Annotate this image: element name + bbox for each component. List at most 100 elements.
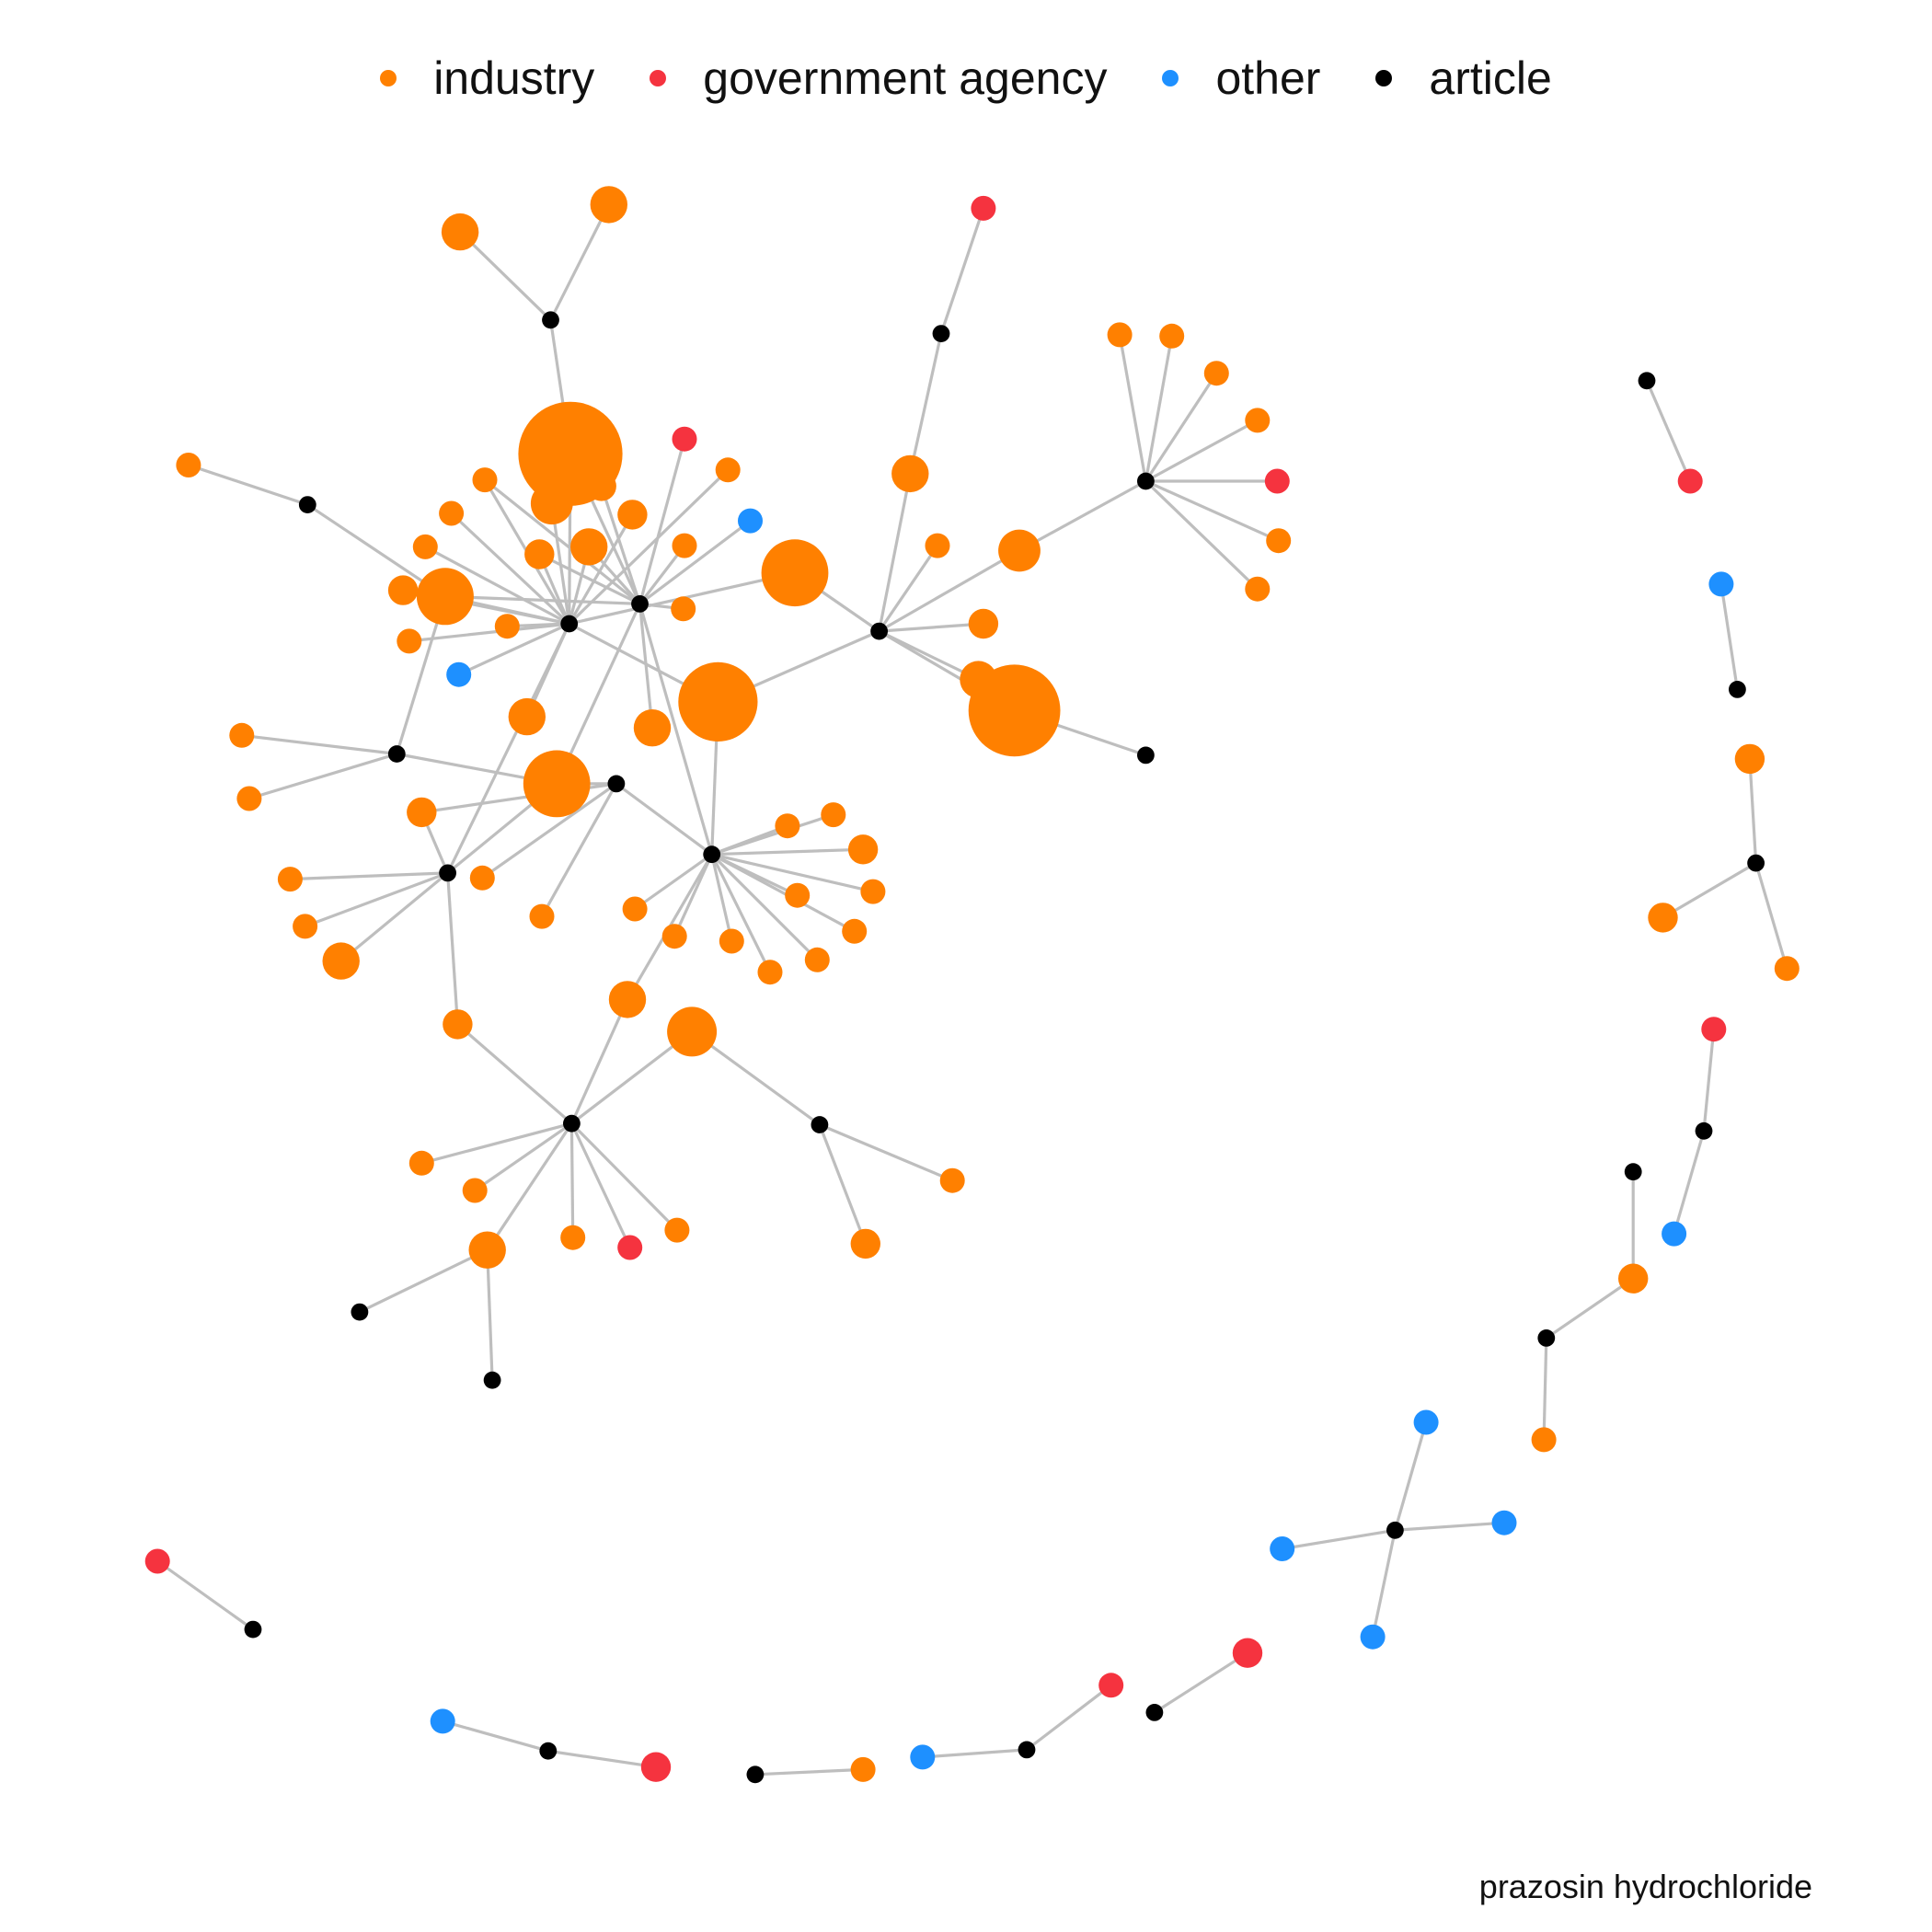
industry-node	[1245, 408, 1271, 433]
industry-node	[387, 575, 419, 605]
article-node	[746, 1765, 765, 1784]
industry-node	[1203, 361, 1229, 386]
industry-node	[617, 500, 648, 530]
graph-edge	[538, 553, 641, 605]
industry-node	[560, 1225, 586, 1250]
graph-edge	[879, 622, 984, 633]
graph-edge	[711, 847, 864, 857]
legend-item-other: other	[1162, 52, 1320, 105]
graph-edge	[458, 230, 552, 321]
article-node	[387, 745, 406, 763]
graph-edge	[1662, 861, 1757, 919]
article-node	[932, 325, 950, 342]
industry-node	[775, 813, 800, 839]
industry-node	[939, 1167, 965, 1193]
industry-node	[472, 467, 498, 493]
industry-node	[407, 797, 437, 828]
industry-node	[925, 533, 950, 558]
industry-node	[524, 539, 555, 569]
article-node	[483, 1371, 501, 1389]
graph-edge	[305, 871, 449, 928]
industry-dot-icon	[380, 70, 397, 86]
legend-label-industry: industry	[433, 52, 595, 104]
government-agency-node	[971, 195, 996, 221]
other-dot-icon	[1162, 70, 1179, 86]
graph-edge	[549, 203, 611, 321]
legend-label-other: other	[1215, 52, 1321, 104]
industry-node	[439, 500, 465, 526]
industry-node	[860, 879, 886, 904]
graph-nodes	[144, 186, 1800, 1784]
graph-edge	[1018, 479, 1147, 552]
industry-node	[671, 596, 696, 622]
other-node	[430, 1708, 455, 1734]
government-agency-node	[1232, 1638, 1263, 1668]
graph-edge	[1719, 583, 1739, 690]
graph-edge	[450, 512, 570, 626]
industry-node	[462, 1178, 488, 1203]
graph-edge	[486, 1122, 573, 1251]
industry-node	[633, 709, 672, 747]
graph-edge	[1118, 334, 1147, 482]
article-node	[542, 311, 559, 329]
graph-edge	[156, 1559, 254, 1631]
graph-caption: prazosin hydrochloride	[1478, 1868, 1812, 1905]
industry-node	[891, 454, 929, 493]
industry-node	[719, 928, 744, 954]
graph-edge	[710, 853, 772, 973]
industry-node	[590, 186, 627, 224]
article-node	[560, 615, 579, 633]
government-agency-node	[1098, 1673, 1124, 1698]
graph-edge	[638, 519, 752, 605]
article-node	[703, 845, 721, 864]
article-node	[1386, 1521, 1404, 1539]
industry-node	[570, 528, 608, 566]
government-agency-node	[1264, 468, 1290, 494]
article-node	[539, 1742, 558, 1760]
other-node	[910, 1744, 936, 1770]
article-node	[1747, 854, 1765, 872]
article-node	[811, 1116, 829, 1133]
graph-edge	[408, 622, 569, 643]
graph-edge	[424, 545, 570, 626]
graph-edge	[1144, 479, 1259, 591]
graph-edge	[634, 853, 713, 911]
other-node	[1360, 1624, 1386, 1650]
graph-edge	[481, 782, 617, 880]
graph-edge	[878, 549, 1020, 633]
article-node	[1018, 1741, 1036, 1759]
industry-node	[850, 1756, 876, 1782]
graph-edge	[878, 473, 912, 632]
article-node	[870, 622, 888, 640]
graph-edge	[1542, 1338, 1548, 1440]
graph-edge	[458, 622, 570, 676]
graph-edge	[248, 752, 397, 800]
graph-edge	[638, 604, 654, 729]
graph-edge	[638, 603, 714, 856]
article-node	[1145, 1704, 1164, 1721]
article-node	[351, 1303, 369, 1321]
graph-edge	[819, 1123, 953, 1182]
graph-edge	[547, 1749, 657, 1769]
government-agency-node	[144, 1548, 170, 1574]
industry-node	[1648, 903, 1678, 933]
graph-edge	[474, 1121, 573, 1192]
graph-edge	[878, 545, 939, 633]
graph-edge	[484, 478, 641, 605]
industry-node	[667, 1006, 718, 1057]
industry-node	[586, 471, 616, 501]
industry-node	[715, 457, 741, 483]
other-node	[738, 508, 763, 534]
graph-edge	[711, 853, 874, 893]
graph-edge	[710, 853, 819, 961]
graph-edge	[1645, 380, 1692, 482]
industry-node	[443, 1009, 473, 1040]
graph-edge	[638, 438, 686, 604]
industry-node	[322, 942, 360, 980]
article-dot-icon	[1375, 70, 1393, 86]
industry-node	[229, 722, 255, 748]
article-node	[439, 864, 456, 882]
industry-node	[1618, 1263, 1649, 1294]
industry-node	[494, 614, 520, 639]
